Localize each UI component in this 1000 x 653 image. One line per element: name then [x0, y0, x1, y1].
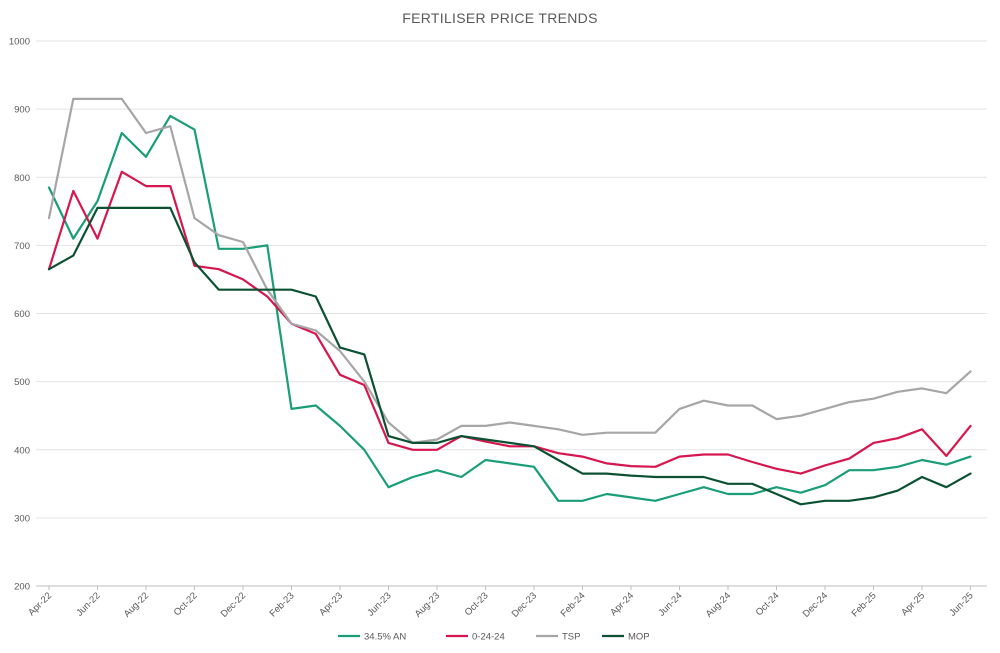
x-tick-label: Apr-24	[608, 590, 636, 618]
x-tick-label: Dec-24	[801, 590, 830, 619]
legend-item: 0-24-24	[446, 632, 505, 643]
series-line-mop	[47, 206, 972, 506]
x-tick-label: Oct-23	[463, 590, 491, 618]
chart-title: FERTILISER PRICE TRENDS	[402, 10, 598, 26]
legend-label: MOP	[628, 632, 650, 643]
series-line-tsp	[47, 97, 972, 444]
x-tick-label: Oct-24	[754, 590, 782, 618]
x-axis: Apr-22 Jun-22 Aug-22 Oct-22 Dec-22 Feb-23 Apr-…	[26, 586, 976, 620]
y-tick-label: 800	[14, 173, 30, 184]
x-tick-label: Apr-23	[317, 590, 345, 618]
x-tick-label: Jun-24	[656, 590, 684, 618]
x-tick-label: Oct-22	[172, 590, 200, 618]
x-tick-label: Feb-25	[850, 590, 879, 619]
legend-label: 34.5% AN	[364, 632, 406, 643]
legend: 34.5% AN 0-24-24 TSP MOP	[338, 632, 650, 643]
y-axis: 200 300 400 500 600 700 800 900 1000	[9, 37, 30, 593]
x-tick-label: Jun-23	[365, 590, 393, 618]
legend-item: MOP	[602, 632, 650, 643]
legend-label: TSP	[562, 632, 580, 643]
x-tick-label: Apr-25	[899, 590, 927, 618]
y-tick-label: 200	[14, 582, 30, 593]
y-tick-label: 500	[14, 377, 30, 388]
x-tick-label: Jun-25	[947, 590, 975, 618]
y-tick-label: 300	[14, 513, 30, 524]
series-line-34-5-an	[47, 114, 972, 502]
x-tick-label: Aug-23	[413, 590, 442, 619]
x-tick-label: Feb-24	[559, 590, 588, 619]
x-tick-label: Dec-23	[510, 590, 539, 619]
x-tick-label: Jun-22	[74, 590, 102, 618]
y-tick-label: 1000	[9, 37, 30, 48]
x-tick-label: Apr-22	[26, 590, 54, 618]
x-tick-label: Feb-23	[268, 590, 297, 619]
gridlines	[36, 40, 987, 587]
series-lines	[47, 97, 972, 506]
x-tick-label: Aug-22	[122, 590, 151, 619]
y-tick-label: 400	[14, 445, 30, 456]
y-tick-label: 900	[14, 105, 30, 116]
y-tick-label: 600	[14, 309, 30, 320]
x-tick-label: Dec-22	[219, 590, 248, 619]
legend-item: 34.5% AN	[338, 632, 406, 643]
y-tick-label: 700	[14, 241, 30, 252]
series-line-0-24-24	[47, 170, 972, 475]
x-tick-label: Aug-24	[704, 590, 733, 619]
legend-label: 0-24-24	[472, 632, 505, 643]
legend-item: TSP	[536, 632, 580, 643]
